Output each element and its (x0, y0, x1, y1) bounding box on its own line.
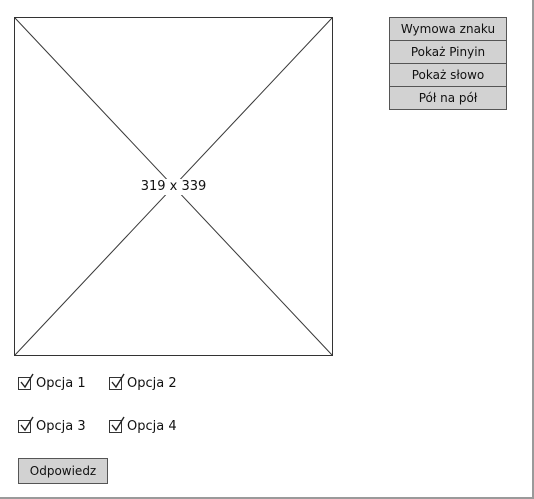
character-image-placeholder: 319 x 339 (14, 17, 333, 356)
option-2-checkbox[interactable]: Opcja 2 (109, 373, 177, 391)
checkbox-box[interactable] (109, 416, 125, 433)
answer-button[interactable]: Odpowiedz (18, 458, 108, 484)
option-3-label: Opcja 3 (36, 419, 86, 434)
hint-button-stack: Wymowa znaku Pokaż Pinyin Pokaż słowo Pó… (389, 17, 507, 110)
option-4-label: Opcja 4 (127, 419, 177, 434)
checkbox-box[interactable] (18, 416, 34, 433)
option-4-checkbox[interactable]: Opcja 4 (109, 416, 177, 434)
checkmark-icon (111, 416, 125, 432)
checkmark-icon (111, 373, 125, 389)
option-1-checkbox[interactable]: Opcja 1 (18, 373, 86, 391)
option-1-label: Opcja 1 (36, 376, 86, 391)
checkmark-icon (20, 416, 34, 432)
fifty-fifty-button[interactable]: Pół na pół (389, 86, 507, 110)
checkbox-box[interactable] (109, 373, 125, 390)
option-3-checkbox[interactable]: Opcja 3 (18, 416, 86, 434)
option-2-label: Opcja 2 (127, 376, 177, 391)
placeholder-dimensions: 319 x 339 (137, 178, 210, 195)
checkmark-icon (20, 373, 34, 389)
checkbox-box[interactable] (18, 373, 34, 390)
show-pinyin-button[interactable]: Pokaż Pinyin (389, 40, 507, 64)
show-word-button[interactable]: Pokaż słowo (389, 63, 507, 87)
pronunciation-button[interactable]: Wymowa znaku (389, 17, 507, 41)
